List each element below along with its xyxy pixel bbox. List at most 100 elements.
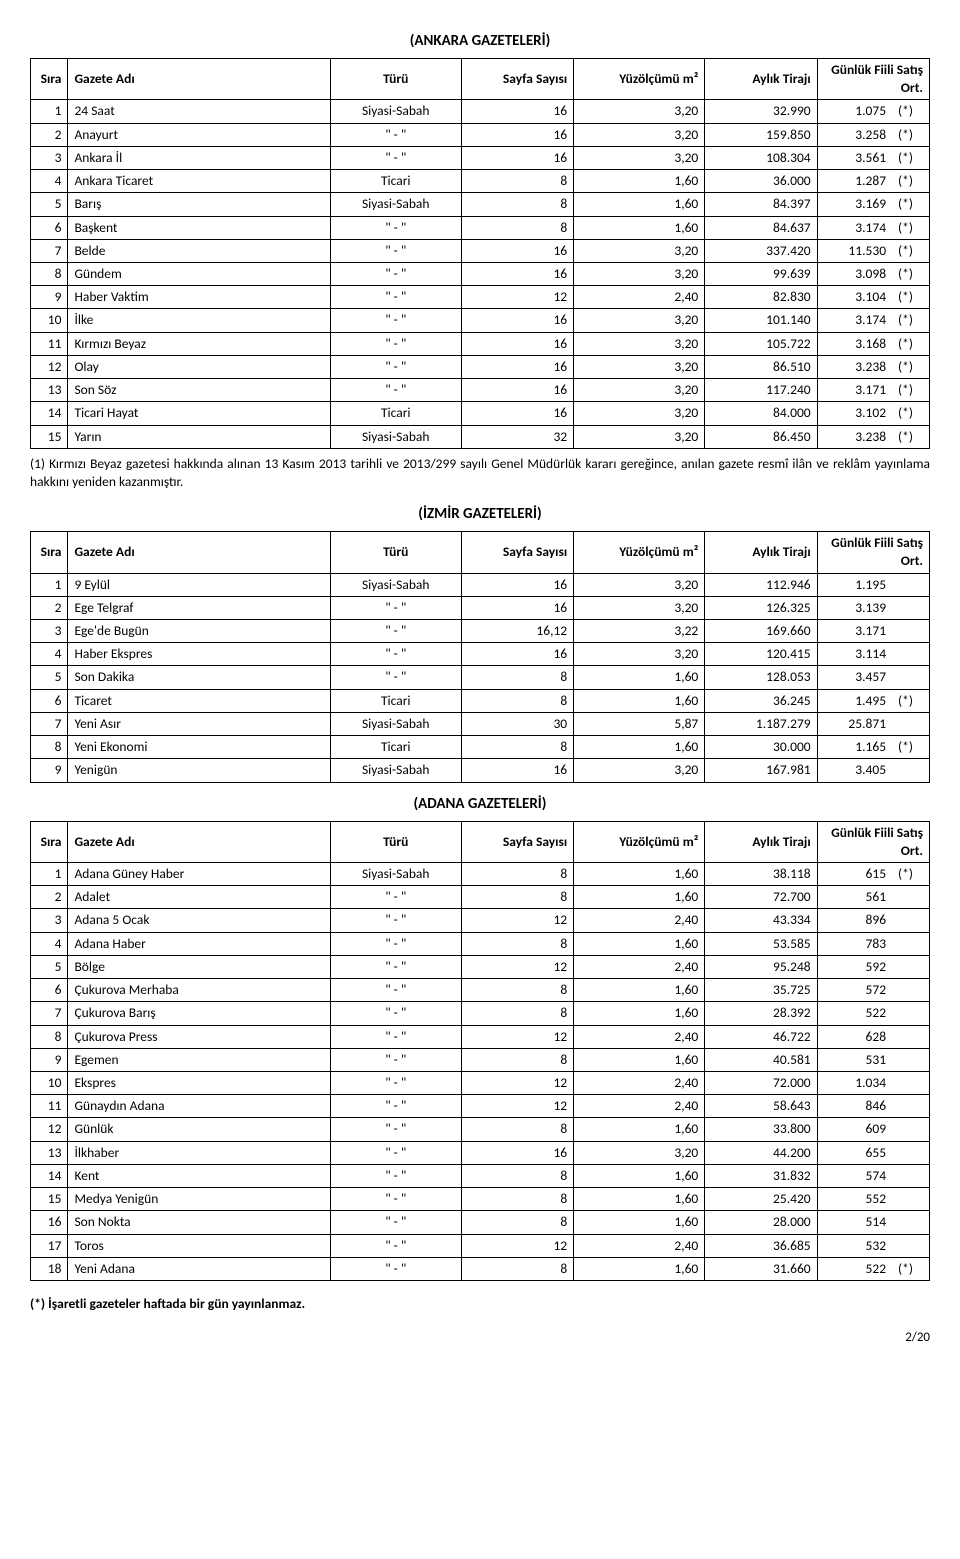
cell-yuz: 5,87 xyxy=(574,712,705,735)
table-row: 4Adana Haber" - "81,6053.585783 xyxy=(31,932,930,955)
cell-tur: " - " xyxy=(330,355,461,378)
cell-sayfa: 16,12 xyxy=(461,620,573,643)
cell-star: (*) xyxy=(892,425,929,448)
table-row: 15Medya Yenigün" - "81,6025.420552 xyxy=(31,1188,930,1211)
cell-yuz: 3,20 xyxy=(574,146,705,169)
cell-ad: Son Nokta xyxy=(68,1211,330,1234)
cell-ad: Bölge xyxy=(68,955,330,978)
cell-yuz: 1,60 xyxy=(574,1164,705,1187)
col-header-sira: Sıra xyxy=(31,821,68,862)
cell-sira: 7 xyxy=(31,239,68,262)
cell-sira: 14 xyxy=(31,1164,68,1187)
cell-sayfa: 16 xyxy=(461,332,573,355)
cell-ad: Ege Telgraf xyxy=(68,596,330,619)
cell-tur: " - " xyxy=(330,620,461,643)
cell-satis: 846 xyxy=(817,1095,892,1118)
table-row: 3Adana 5 Ocak" - "122,4043.334896 xyxy=(31,909,930,932)
cell-satis: 552 xyxy=(817,1188,892,1211)
cell-tiraj: 128.053 xyxy=(705,666,817,689)
cell-sira: 9 xyxy=(31,1048,68,1071)
cell-satis: 3.258 xyxy=(817,123,892,146)
cell-tiraj: 28.000 xyxy=(705,1211,817,1234)
cell-tur: Ticari xyxy=(330,170,461,193)
cell-satis: 514 xyxy=(817,1211,892,1234)
cell-sira: 7 xyxy=(31,1002,68,1025)
cell-star xyxy=(892,1071,929,1094)
table-row: 9Haber Vaktim" - "122,4082.8303.104(*) xyxy=(31,286,930,309)
cell-sayfa: 8 xyxy=(461,979,573,1002)
newspaper-table: SıraGazete AdıTürüSayfa SayısıYüzölçümü … xyxy=(30,58,930,449)
cell-tur: " - " xyxy=(330,1188,461,1211)
table-row: 13Son Söz" - "163,20117.2403.171(*) xyxy=(31,379,930,402)
cell-tur: Siyasi-Sabah xyxy=(330,863,461,886)
cell-tiraj: 337.420 xyxy=(705,239,817,262)
cell-tur: Ticari xyxy=(330,402,461,425)
cell-tiraj: 84.000 xyxy=(705,402,817,425)
cell-ad: Son Söz xyxy=(68,379,330,402)
cell-yuz: 1,60 xyxy=(574,666,705,689)
cell-satis: 1.495 xyxy=(817,689,892,712)
cell-tur: Siyasi-Sabah xyxy=(330,573,461,596)
table-row: 19 EylülSiyasi-Sabah163,20112.9461.195 xyxy=(31,573,930,596)
cell-tur: " - " xyxy=(330,1257,461,1280)
cell-satis: 3.104 xyxy=(817,286,892,309)
cell-tur: Siyasi-Sabah xyxy=(330,193,461,216)
cell-sayfa: 8 xyxy=(461,666,573,689)
cell-satis: 522 xyxy=(817,1257,892,1280)
table-row: 10Ekspres" - "122,4072.0001.034 xyxy=(31,1071,930,1094)
cell-sayfa: 12 xyxy=(461,1071,573,1094)
cell-ad: Belde xyxy=(68,239,330,262)
table-row: 12Olay" - "163,2086.5103.238(*) xyxy=(31,355,930,378)
table-row: 13İlkhaber" - "163,2044.200655 xyxy=(31,1141,930,1164)
cell-yuz: 3,20 xyxy=(574,596,705,619)
table-row: 4Haber Ekspres" - "163,20120.4153.114 xyxy=(31,643,930,666)
cell-yuz: 3,22 xyxy=(574,620,705,643)
cell-ad: Çukurova Press xyxy=(68,1025,330,1048)
cell-tiraj: 46.722 xyxy=(705,1025,817,1048)
cell-tiraj: 95.248 xyxy=(705,955,817,978)
cell-star: (*) xyxy=(892,146,929,169)
cell-star: (*) xyxy=(892,123,929,146)
cell-ad: Yenigün xyxy=(68,759,330,782)
table-row: 7Çukurova Barış" - "81,6028.392522 xyxy=(31,1002,930,1025)
cell-star xyxy=(892,596,929,619)
cell-star xyxy=(892,620,929,643)
cell-star xyxy=(892,1095,929,1118)
cell-satis: 3.171 xyxy=(817,620,892,643)
cell-tur: " - " xyxy=(330,1234,461,1257)
cell-yuz: 1,60 xyxy=(574,1002,705,1025)
col-header-yuz: Yüzölçümü m² xyxy=(574,821,705,862)
page-number: 2/20 xyxy=(30,1330,930,1345)
cell-sira: 5 xyxy=(31,955,68,978)
cell-sira: 14 xyxy=(31,402,68,425)
cell-sayfa: 8 xyxy=(461,1164,573,1187)
cell-satis: 3.457 xyxy=(817,666,892,689)
section-title: (İZMİR GAZETELERİ) xyxy=(30,505,930,523)
cell-yuz: 2,40 xyxy=(574,1071,705,1094)
cell-sayfa: 16 xyxy=(461,759,573,782)
table-row: 5Son Dakika" - "81,60128.0533.457 xyxy=(31,666,930,689)
cell-yuz: 2,40 xyxy=(574,955,705,978)
cell-star xyxy=(892,1025,929,1048)
cell-sira: 15 xyxy=(31,1188,68,1211)
table-row: 5BarışSiyasi-Sabah81,6084.3973.169(*) xyxy=(31,193,930,216)
cell-yuz: 1,60 xyxy=(574,1048,705,1071)
cell-ad: İlke xyxy=(68,309,330,332)
cell-sayfa: 12 xyxy=(461,286,573,309)
cell-tiraj: 105.722 xyxy=(705,332,817,355)
cell-ad: Ticaret xyxy=(68,689,330,712)
cell-tiraj: 167.981 xyxy=(705,759,817,782)
table-row: 124 SaatSiyasi-Sabah163,2032.9901.075(*) xyxy=(31,100,930,123)
cell-sira: 13 xyxy=(31,379,68,402)
cell-yuz: 2,40 xyxy=(574,1025,705,1048)
table-row: 9Egemen" - "81,6040.581531 xyxy=(31,1048,930,1071)
cell-tiraj: 31.832 xyxy=(705,1164,817,1187)
cell-satis: 3.139 xyxy=(817,596,892,619)
cell-star xyxy=(892,979,929,1002)
cell-yuz: 3,20 xyxy=(574,402,705,425)
cell-star xyxy=(892,886,929,909)
cell-ad: Ege'de Bugün xyxy=(68,620,330,643)
table-row: 6Başkent" - "81,6084.6373.174(*) xyxy=(31,216,930,239)
section-title: (ANKARA GAZETELERİ) xyxy=(30,32,930,50)
cell-yuz: 2,40 xyxy=(574,1095,705,1118)
